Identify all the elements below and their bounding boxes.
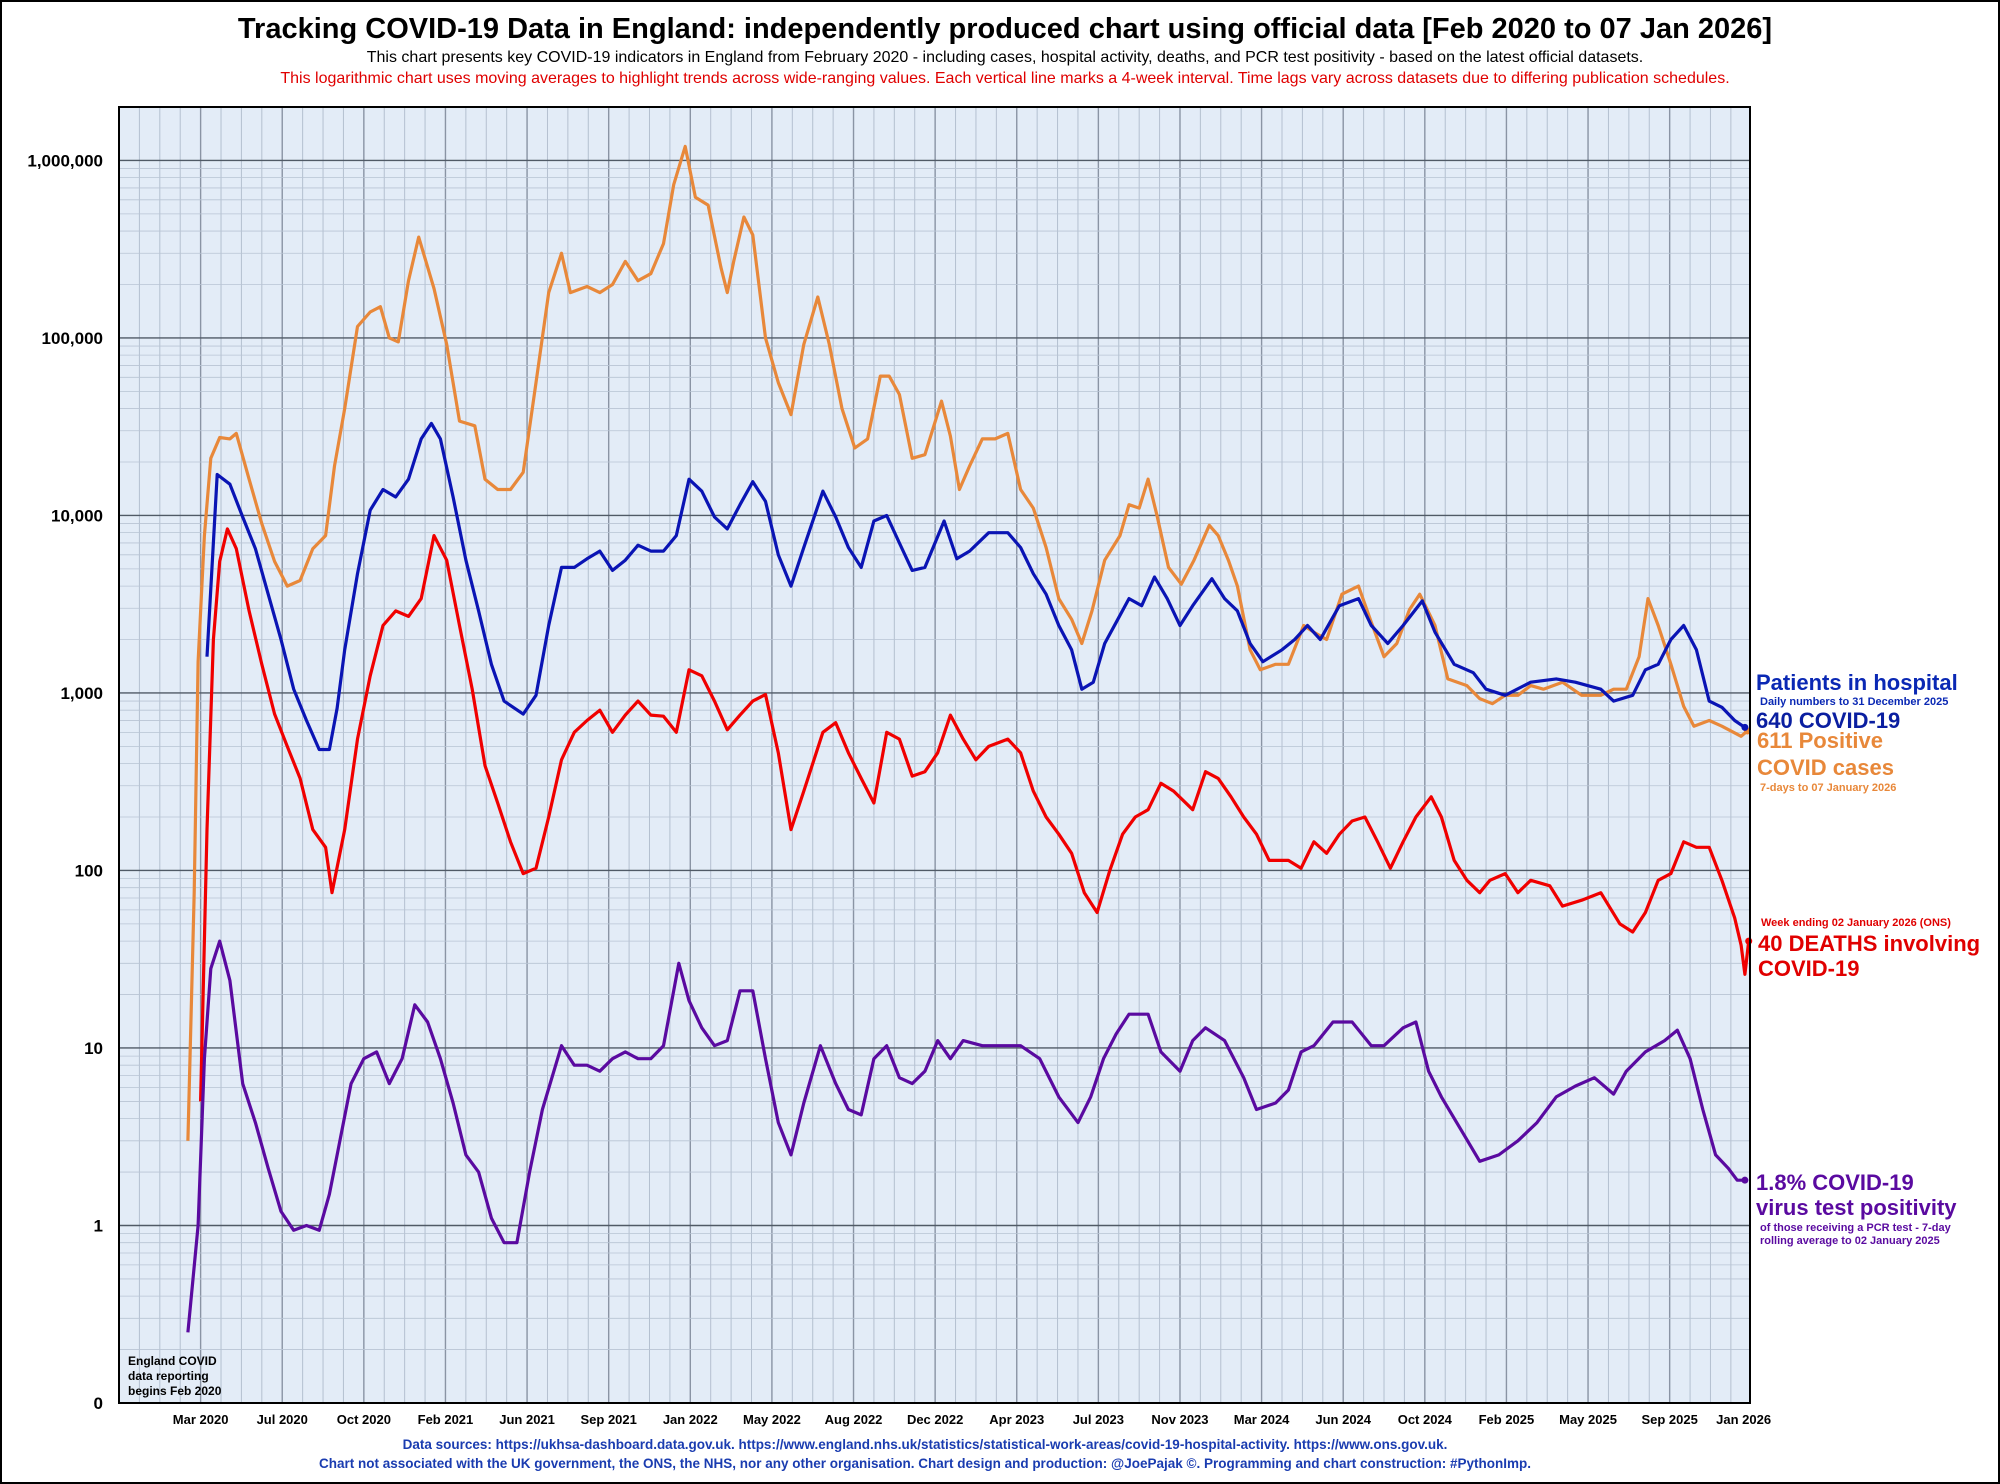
cases-detail: 7-days to 07 January 2026: [1760, 782, 1896, 794]
x-tick-label: Sep 2021: [580, 1412, 636, 1427]
y-tick-label: 0: [94, 1394, 103, 1413]
y-tick-label: 100: [75, 861, 103, 880]
deaths-annotation: Week ending 02 January 2026 (ONS) 40 DEA…: [1758, 917, 1980, 981]
gridlines: [118, 106, 1750, 1404]
deaths-line1: 40 DEATHS involving: [1758, 931, 1980, 956]
positivity-line1: 1.8% COVID-19: [1756, 1170, 1914, 1195]
start-note-line: England COVID: [128, 1354, 217, 1368]
cases-line2: COVID cases: [1757, 755, 1894, 780]
start-note-line: begins Feb 2020: [128, 1384, 222, 1398]
y-tick-label: 100,000: [42, 329, 103, 348]
series-lines: [186, 144, 1753, 1333]
x-tick-label: Mar 2024: [1234, 1412, 1290, 1427]
x-tick-label: Oct 2024: [1398, 1412, 1453, 1427]
start-note: England COVID data reporting begins Feb …: [128, 1354, 222, 1398]
series-end-marker: [1741, 1176, 1749, 1184]
x-tick-label: Jun 2021: [499, 1412, 555, 1427]
x-tick-label: Jan 2026: [1716, 1412, 1771, 1427]
chart-title: Tracking COVID-19 Data in England: indep…: [238, 13, 1772, 45]
y-tick-label: 1: [94, 1216, 103, 1235]
chart-subtitle: This chart presents key COVID-19 indicat…: [367, 49, 1643, 66]
positivity-detail2: rolling average to 02 January 2025: [1760, 1235, 1940, 1247]
x-tick-label: Feb 2021: [418, 1412, 474, 1427]
positivity-annotation: 1.8% COVID-19 virus test positivity of t…: [1756, 1170, 1957, 1247]
deaths-line2: COVID-19: [1758, 956, 1859, 981]
y-tick-label: 10: [84, 1039, 103, 1058]
x-tick-label: May 2025: [1559, 1412, 1617, 1427]
y-tick-label: 1,000: [60, 684, 103, 703]
footer-sources: Data sources: https://ukhsa-dashboard.da…: [403, 1437, 1448, 1452]
x-tick-label: Jun 2024: [1315, 1412, 1371, 1427]
hospital-detail: Daily numbers to 31 December 2025: [1760, 696, 1948, 708]
series-end-marker: [1745, 937, 1753, 945]
x-tick-label: Nov 2023: [1151, 1412, 1208, 1427]
hospital-title: Patients in hospital: [1756, 670, 1958, 695]
series-line-deaths-involving-covid-19: [199, 527, 1751, 1102]
hospital-annotation: Patients in hospital Daily numbers to 31…: [1756, 670, 1958, 733]
x-tick-label: Aug 2022: [825, 1412, 883, 1427]
cases-annotation: 611 Positive COVID cases 7-days to 07 Ja…: [1757, 728, 1896, 794]
x-axis-ticks: Mar 2020 Jul 2020 Oct 2020 Feb 2021 Jun 2021…: [173, 1412, 1771, 1427]
footer-credits: Chart not associated with the UK governm…: [319, 1456, 1531, 1471]
x-tick-label: Apr 2023: [989, 1412, 1044, 1427]
chart-note: This logarithmic chart uses moving avera…: [280, 70, 1729, 87]
hospital-value: 640 COVID-19: [1756, 708, 1900, 733]
series-end-marker: [1741, 723, 1749, 731]
x-tick-label: Sep 2025: [1641, 1412, 1697, 1427]
y-tick-label: 1,000,000: [27, 151, 103, 170]
positivity-detail1: of those receiving a PCR test - 7-day: [1760, 1222, 1952, 1234]
x-tick-label: Jan 2022: [663, 1412, 718, 1427]
series-line-positive-covid-cases: [186, 144, 1749, 1141]
x-tick-label: Mar 2020: [173, 1412, 229, 1427]
x-tick-label: Jul 2020: [257, 1412, 308, 1427]
x-tick-label: Oct 2020: [337, 1412, 391, 1427]
x-tick-label: Jul 2023: [1073, 1412, 1124, 1427]
x-tick-label: May 2022: [743, 1412, 801, 1427]
positivity-line2: virus test positivity: [1756, 1195, 1957, 1220]
deaths-detail: Week ending 02 January 2026 (ONS): [1761, 917, 1951, 929]
x-tick-label: Feb 2025: [1479, 1412, 1535, 1427]
x-tick-label: Dec 2022: [907, 1412, 963, 1427]
start-note-line: data reporting: [128, 1369, 209, 1383]
y-tick-label: 10,000: [51, 506, 103, 525]
series-line-patients-in-hospital: [205, 421, 1746, 752]
cases-line1: 611 Positive: [1757, 728, 1883, 753]
plot-border: [118, 106, 1751, 1404]
series-line-virus-test-positivity: [186, 939, 1745, 1333]
